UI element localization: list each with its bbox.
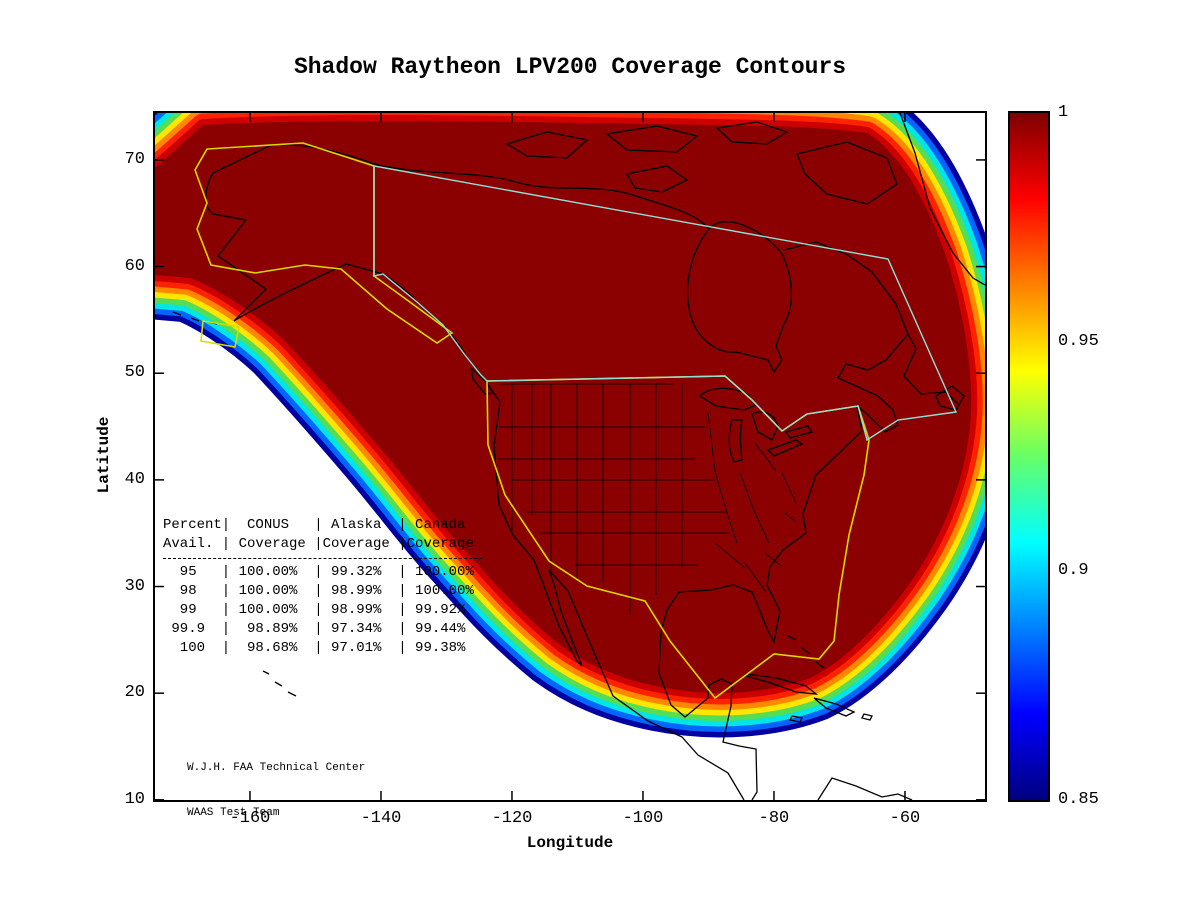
coastline-path xyxy=(658,332,959,800)
table-row: 99 | 100.00% | 98.99% | 99.92% xyxy=(163,602,483,618)
map-plot-area xyxy=(153,111,987,802)
y-tick-label: 60 xyxy=(124,256,145,276)
us-state-borders xyxy=(498,383,811,615)
canada-service-boundary xyxy=(373,165,958,442)
axis-tick-marks xyxy=(155,113,985,800)
coverage-map xyxy=(155,113,985,800)
y-tick-label: 70 xyxy=(124,149,145,169)
y-tick-label: 40 xyxy=(124,469,145,489)
y-tick-label: 50 xyxy=(124,363,145,383)
table-row: 99.9 | 98.89% | 97.34% | 99.44% xyxy=(163,621,483,637)
x-tick-label: -100 xyxy=(622,809,664,828)
y-tick-label: 10 xyxy=(124,789,145,809)
availability-table: Percent| CONUS | Alaska | Canada Avail. … xyxy=(163,516,483,658)
credit-text: W.J.H. FAA Technical Center WAAS Test Te… xyxy=(187,731,365,851)
coverage-core-region xyxy=(155,121,972,693)
state-border-lines xyxy=(498,383,811,615)
colorbar-tick-label: 0.9 xyxy=(1058,561,1089,580)
y-tick-label: 20 xyxy=(124,683,145,703)
colorbar-gradient xyxy=(1010,113,1048,800)
y-tick-label: 30 xyxy=(124,576,145,596)
table-row: 98 | 100.00% | 98.99% | 100.00% xyxy=(163,583,483,599)
x-axis-label: Longitude xyxy=(526,834,614,852)
coastline-path xyxy=(373,163,909,374)
chart-title: Shadow Raytheon LPV200 Coverage Contours xyxy=(293,54,847,80)
x-tick-label: -80 xyxy=(758,809,790,828)
colorbar-tick-label: 0.95 xyxy=(1058,332,1099,351)
colorbar xyxy=(1008,111,1050,802)
table-row: 95 | 100.00% | 99.32% | 100.00% xyxy=(163,564,483,580)
credit-line-1: W.J.H. FAA Technical Center xyxy=(187,762,366,774)
x-tick-label: -160 xyxy=(229,809,271,828)
table-header-row: Avail. | Coverage |Coverage |Coverage xyxy=(163,536,483,552)
credit-line-2: WAAS Test Team xyxy=(187,807,280,819)
colorbar-tick-label: 1 xyxy=(1058,103,1069,122)
islands-and-lakes-path xyxy=(172,113,985,800)
table-header-row: Percent| CONUS | Alaska | Canada xyxy=(163,517,483,533)
table-row: 100 | 98.68% | 97.01% | 99.38% xyxy=(163,640,483,656)
service-boundary-path xyxy=(373,165,958,442)
x-tick-label: -60 xyxy=(889,809,921,828)
colorbar-tick-label: 0.85 xyxy=(1058,790,1099,809)
x-tick-label: -140 xyxy=(360,809,402,828)
coastlines xyxy=(172,113,985,800)
x-tick-label: -120 xyxy=(491,809,533,828)
table-separator xyxy=(163,558,483,559)
